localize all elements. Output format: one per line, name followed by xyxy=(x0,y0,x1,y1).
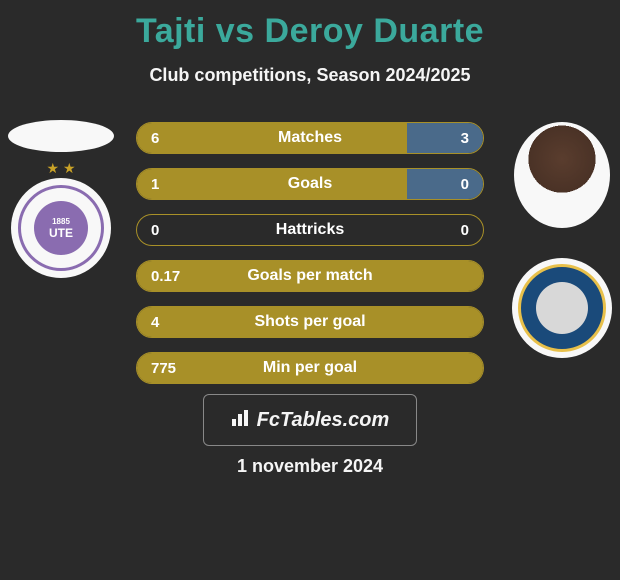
date-text: 1 november 2024 xyxy=(237,456,383,477)
bar-right xyxy=(407,123,483,153)
club-left-badge: ★ ★ 1885 UTE xyxy=(11,178,111,278)
stat-label: Hattricks xyxy=(276,221,344,239)
stat-value-left: 6 xyxy=(151,130,159,147)
brand-text: FcTables.com xyxy=(257,409,390,432)
bar-left xyxy=(137,169,407,199)
chart-icon xyxy=(231,409,251,432)
bar-right xyxy=(407,169,483,199)
stat-value-left: 775 xyxy=(151,360,176,377)
header: Tajti vs Deroy Duarte Club competitions,… xyxy=(0,0,620,86)
right-player-column xyxy=(512,122,612,358)
star-icon: ★ ★ xyxy=(47,160,76,177)
stat-value-right: 3 xyxy=(461,130,469,147)
stat-row: 0 Hattricks 0 xyxy=(136,214,484,246)
stat-label: Goals per match xyxy=(247,267,372,285)
player-left-photo xyxy=(8,120,114,152)
stat-label: Matches xyxy=(278,129,342,147)
stat-value-right: 0 xyxy=(461,176,469,193)
stat-label: Min per goal xyxy=(263,359,357,377)
brand-box: FcTables.com xyxy=(203,394,417,446)
club-right-badge xyxy=(512,258,612,358)
stat-row: 1 Goals 0 xyxy=(136,168,484,200)
stat-value-left: 0 xyxy=(151,222,159,239)
stat-label: Shots per goal xyxy=(254,313,365,331)
page-title: Tajti vs Deroy Duarte xyxy=(0,12,620,51)
stat-row: 0.17 Goals per match xyxy=(136,260,484,292)
bar-left xyxy=(137,123,407,153)
stat-value-left: 1 xyxy=(151,176,159,193)
stat-row: 6 Matches 3 xyxy=(136,122,484,154)
stat-value-left: 0.17 xyxy=(151,268,180,285)
stats-comparison: 6 Matches 3 1 Goals 0 0 Hattricks 0 0.17 Goals per… xyxy=(136,122,484,398)
stat-row: 4 Shots per goal xyxy=(136,306,484,338)
player-right-photo xyxy=(514,122,610,228)
stat-row: 775 Min per goal xyxy=(136,352,484,384)
left-player-column: ★ ★ 1885 UTE xyxy=(8,120,114,278)
stat-label: Goals xyxy=(288,175,332,193)
stat-value-left: 4 xyxy=(151,314,159,331)
stat-value-right: 0 xyxy=(461,222,469,239)
subtitle: Club competitions, Season 2024/2025 xyxy=(0,65,620,86)
